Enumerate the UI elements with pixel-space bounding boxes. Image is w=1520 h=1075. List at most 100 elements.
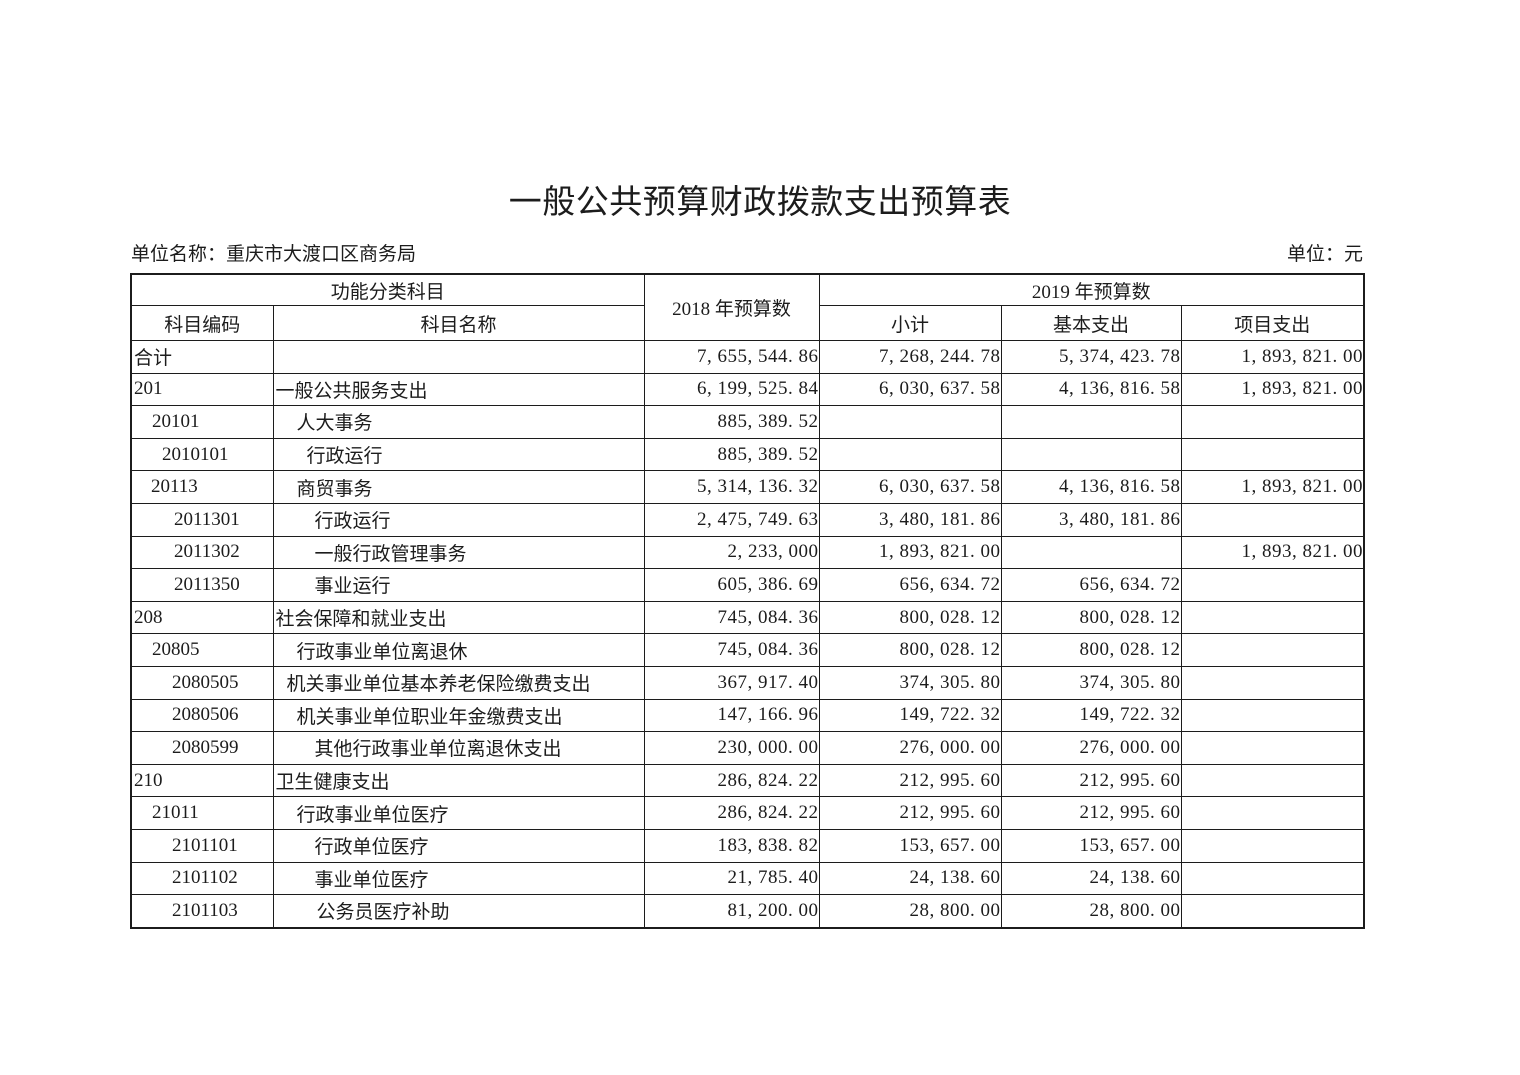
cell-2019-project-expenditure: [1180, 405, 1365, 439]
table-row: 208 社会保障和就业支出 745, 084. 36 800, 028. 12 800,…: [130, 600, 1365, 635]
cell-2019-project-expenditure: [1180, 600, 1365, 635]
cell-2019-subtotal: 800, 028. 12: [818, 633, 1002, 667]
cell-subject-name: 卫生健康支出: [272, 763, 645, 798]
cell-subject-name: 公务员医疗补助: [272, 894, 645, 929]
table-row: 201 一般公共服务支出 6, 199, 525. 84 6, 030, 637. 5…: [130, 372, 1365, 407]
cell-2018-budget: 81, 200. 00: [643, 894, 820, 929]
cell-2019-subtotal: 28, 800. 00: [818, 894, 1002, 929]
table-body: 合计 7, 655, 544. 86 7, 268, 244. 78 5, 374, …: [130, 340, 1365, 929]
cell-subject-name: 商贸事务: [272, 470, 645, 504]
cell-2019-project-expenditure: [1180, 828, 1365, 863]
unit-of-measure-label: 单位：元: [1286, 244, 1363, 265]
cell-2019-basic-expenditure: 800, 028. 12: [1000, 633, 1182, 667]
cell-2019-subtotal: 153, 657. 00: [818, 828, 1002, 863]
cell-2019-basic-expenditure: 4, 136, 816. 58: [1000, 372, 1182, 407]
cell-2019-basic-expenditure: 212, 995. 60: [1000, 763, 1182, 798]
cell-2019-subtotal: 149, 722. 32: [818, 698, 1002, 733]
table-row: 20113 商贸事务 5, 314, 136. 32 6, 030, 637. 58 4…: [130, 470, 1365, 504]
table-header-row-1: 功能分类科目 2018 年预算数 2019 年预算数: [130, 273, 1365, 341]
cell-2018-budget: 745, 084. 36: [643, 633, 820, 667]
cell-subject-name: 机关事业单位职业年金缴费支出: [272, 698, 645, 733]
cell-2019-project-expenditure: [1180, 894, 1365, 929]
cell-subject-code: 2011302: [130, 535, 274, 570]
cell-2019-subtotal: 374, 305. 80: [818, 665, 1002, 700]
cell-2018-budget: 5, 314, 136. 32: [643, 470, 820, 504]
header-2019-basic-expenditure: 基本支出: [1000, 305, 1182, 341]
cell-2019-basic-expenditure: [1000, 437, 1182, 472]
cell-2018-budget: 367, 917. 40: [643, 665, 820, 700]
table-row: 2101102 事业单位医疗 21, 785. 40 24, 138. 60 24, 1…: [130, 861, 1365, 896]
cell-2019-subtotal: 800, 028. 12: [818, 600, 1002, 635]
cell-subject-name: 行政运行: [272, 502, 645, 537]
cell-subject-code: 合计: [130, 340, 274, 374]
table-row: 2080506 机关事业单位职业年金缴费支出 147, 166. 96 149, 72…: [130, 698, 1365, 733]
cell-2019-project-expenditure: 1, 893, 821. 00: [1180, 340, 1365, 374]
cell-2019-basic-expenditure: 800, 028. 12: [1000, 600, 1182, 635]
cell-subject-name: 事业单位医疗: [272, 861, 645, 896]
unit-name-label: 单位名称：重庆市大渡口区商务局: [131, 244, 417, 265]
table-header-row-2: 科目编码 科目名称 小计 基本支出 项目支出: [130, 305, 1365, 341]
cell-subject-name: 行政事业单位离退休: [272, 633, 645, 667]
table-row: 2080599 其他行政事业单位离退休支出 230, 000. 00 276, 000…: [130, 731, 1365, 765]
cell-2019-subtotal: [818, 437, 1002, 472]
table-row: 2080505 机关事业单位基本养老保险缴费支出 367, 917. 40 374, …: [130, 665, 1365, 700]
cell-subject-name: [272, 340, 645, 374]
cell-2019-basic-expenditure: 656, 634. 72: [1000, 568, 1182, 602]
cell-subject-name: 人大事务: [272, 405, 645, 439]
table-row: 20805 行政事业单位离退休 745, 084. 36 800, 028. 12 80…: [130, 633, 1365, 667]
cell-subject-code: 2011350: [130, 568, 274, 602]
cell-2019-basic-expenditure: 149, 722. 32: [1000, 698, 1182, 733]
cell-subject-name: 事业运行: [272, 568, 645, 602]
cell-subject-code: 2101103: [130, 894, 274, 929]
cell-2019-basic-expenditure: 3, 480, 181. 86: [1000, 502, 1182, 537]
cell-2019-basic-expenditure: [1000, 535, 1182, 570]
cell-2018-budget: 6, 199, 525. 84: [643, 372, 820, 407]
cell-subject-code: 2010101: [130, 437, 274, 472]
cell-2019-basic-expenditure: 212, 995. 60: [1000, 796, 1182, 830]
cell-2019-project-expenditure: [1180, 665, 1365, 700]
cell-2019-basic-expenditure: 5, 374, 423. 78: [1000, 340, 1182, 374]
cell-2019-subtotal: 1, 893, 821. 00: [818, 535, 1002, 570]
cell-2018-budget: 7, 655, 544. 86: [643, 340, 820, 374]
header-2019-subtotal: 小计: [818, 305, 1002, 341]
cell-2019-project-expenditure: [1180, 698, 1365, 733]
table-row: 2101101 行政单位医疗 183, 838. 82 153, 657. 00 153…: [130, 828, 1365, 863]
cell-subject-code: 208: [130, 600, 274, 635]
header-subject-code: 科目编码: [130, 305, 274, 341]
cell-2018-budget: 21, 785. 40: [643, 861, 820, 896]
cell-2019-subtotal: 3, 480, 181. 86: [818, 502, 1002, 537]
cell-2019-basic-expenditure: 276, 000. 00: [1000, 731, 1182, 765]
cell-subject-name: 一般公共服务支出: [272, 372, 645, 407]
cell-2019-basic-expenditure: 374, 305. 80: [1000, 665, 1182, 700]
table-row: 2101103 公务员医疗补助 81, 200. 00 28, 800. 00 28, …: [130, 894, 1365, 929]
cell-2019-basic-expenditure: 153, 657. 00: [1000, 828, 1182, 863]
cell-2018-budget: 286, 824. 22: [643, 763, 820, 798]
cell-subject-code: 20113: [130, 470, 274, 504]
cell-2019-project-expenditure: [1180, 763, 1365, 798]
cell-2019-subtotal: 6, 030, 637. 58: [818, 372, 1002, 407]
cell-2019-basic-expenditure: [1000, 405, 1182, 439]
cell-2019-subtotal: 212, 995. 60: [818, 796, 1002, 830]
cell-subject-code: 2011301: [130, 502, 274, 537]
table-row: 2011350 事业运行 605, 386. 69 656, 634. 72 656, …: [130, 568, 1365, 602]
cell-2019-subtotal: 276, 000. 00: [818, 731, 1002, 765]
table-row: 20101 人大事务 885, 389. 52: [130, 405, 1365, 439]
cell-subject-code: 2101102: [130, 861, 274, 896]
cell-2019-project-expenditure: 1, 893, 821. 00: [1180, 535, 1365, 570]
table-row: 21011 行政事业单位医疗 286, 824. 22 212, 995. 60 212…: [130, 796, 1365, 830]
cell-2019-subtotal: 656, 634. 72: [818, 568, 1002, 602]
cell-2018-budget: 230, 000. 00: [643, 731, 820, 765]
cell-2018-budget: 286, 824. 22: [643, 796, 820, 830]
cell-subject-name: 行政事业单位医疗: [272, 796, 645, 830]
cell-subject-code: 2101101: [130, 828, 274, 863]
cell-subject-code: 201: [130, 372, 274, 407]
cell-subject-name: 社会保障和就业支出: [272, 600, 645, 635]
cell-2019-project-expenditure: [1180, 796, 1365, 830]
cell-2019-project-expenditure: 1, 893, 821. 00: [1180, 372, 1365, 407]
header-subject-name: 科目名称: [272, 305, 645, 341]
cell-subject-code: 2080599: [130, 731, 274, 765]
header-2018-budget: 2018 年预算数: [643, 273, 820, 341]
cell-subject-code: 21011: [130, 796, 274, 830]
cell-2019-basic-expenditure: 24, 138. 60: [1000, 861, 1182, 896]
